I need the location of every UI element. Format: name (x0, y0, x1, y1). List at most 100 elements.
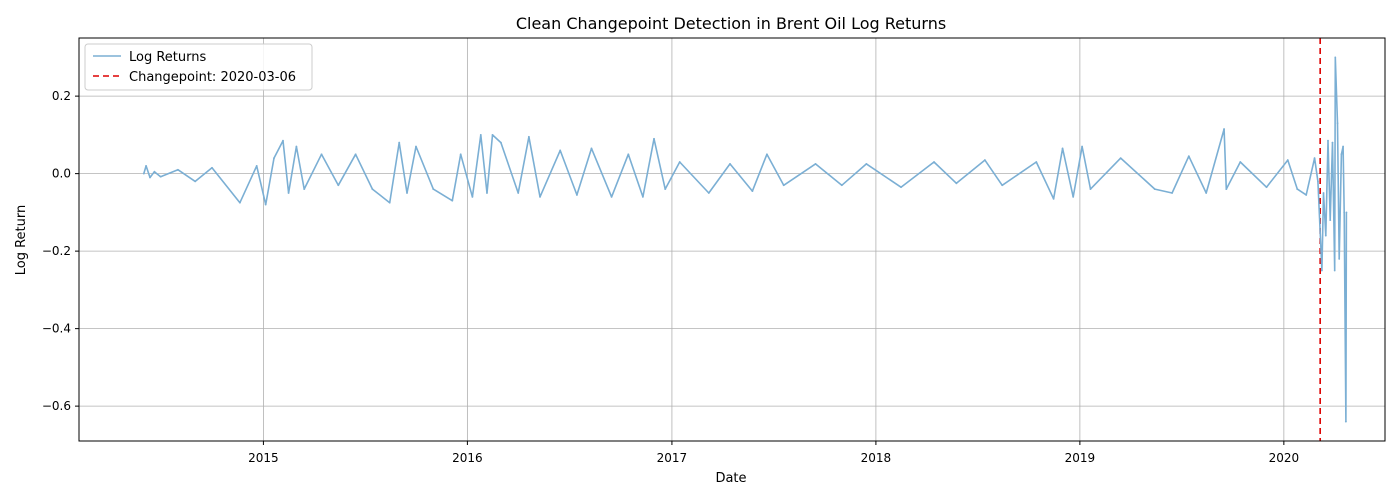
series-line-log-returns (143, 56, 1348, 423)
y-tick-label: 0.2 (52, 89, 71, 103)
data-point (239, 201, 241, 204)
x-axis-label: Date (715, 471, 746, 486)
data-point (559, 149, 562, 152)
data-point (1340, 153, 1343, 156)
data-point (303, 188, 306, 191)
data-point (590, 147, 593, 150)
data-point (337, 184, 340, 187)
data-point (840, 184, 843, 187)
x-tick-label: 2020 (1269, 451, 1300, 465)
data-point (194, 180, 197, 183)
data-point (610, 195, 613, 198)
data-point (1089, 188, 1092, 191)
data-point (1001, 184, 1004, 187)
series-layer (142, 56, 1348, 423)
data-point (1052, 197, 1055, 200)
data-point (264, 203, 267, 206)
data-point (1345, 211, 1348, 214)
data-point (153, 170, 156, 173)
data-point (1336, 122, 1339, 125)
data-point (1317, 180, 1319, 183)
data-point (1338, 257, 1341, 260)
data-point (388, 201, 391, 204)
data-point (142, 172, 145, 175)
data-point (1286, 159, 1289, 161)
data-point (729, 163, 731, 165)
data-point (1343, 211, 1346, 214)
y-tick-label: −0.6 (42, 399, 71, 413)
data-point (479, 133, 482, 136)
data-point (1342, 145, 1344, 148)
data-point (1061, 147, 1064, 150)
data-point (517, 192, 520, 194)
data-point (1171, 192, 1173, 194)
data-point (432, 188, 435, 191)
data-point (664, 188, 667, 191)
data-point (1333, 269, 1336, 272)
data-point (678, 161, 681, 163)
data-point (1225, 188, 1228, 191)
x-tick-label: 2016 (452, 451, 483, 465)
x-tick-label: 2017 (657, 451, 688, 465)
data-point (865, 163, 868, 165)
x-tick-label: 2019 (1065, 451, 1096, 465)
legend-label-log-returns: Log Returns (129, 50, 206, 65)
data-point (500, 141, 502, 144)
y-tick-label: −0.2 (42, 244, 71, 258)
data-point (955, 182, 958, 185)
data-point (527, 135, 530, 138)
data-point (451, 199, 454, 202)
y-tick-label: 0.0 (52, 167, 71, 181)
data-point (1320, 269, 1323, 272)
data-point (295, 145, 298, 148)
data-point (273, 157, 275, 160)
data-point (782, 184, 785, 187)
data-point (1239, 161, 1242, 163)
data-point (1223, 128, 1225, 130)
data-point (1119, 157, 1122, 160)
data-point (707, 192, 710, 194)
data-point (653, 137, 655, 140)
data-point (211, 166, 213, 169)
data-point (1344, 420, 1347, 423)
data-point (1331, 141, 1334, 144)
y-axis-ticks: 0.2 0.0 −0.2 −0.4 −0.6 (42, 89, 79, 413)
data-point (287, 192, 290, 194)
chart-title: Clean Changepoint Detection in Brent Oil… (516, 14, 946, 33)
data-point (406, 192, 408, 194)
legend-label-changepoint: Changepoint: 2020-03-06 (129, 70, 296, 85)
data-point (1322, 192, 1325, 194)
data-point (1329, 219, 1332, 222)
data-point (539, 195, 541, 198)
data-point (1153, 188, 1156, 191)
data-point (159, 175, 162, 178)
data-point (371, 188, 374, 191)
data-point (933, 161, 935, 163)
data-point (145, 164, 147, 167)
data-point (255, 164, 258, 167)
data-point (491, 133, 494, 136)
grid-lines (79, 38, 1385, 441)
data-point (1072, 195, 1075, 198)
plot-area-frame (78, 37, 1386, 442)
data-point (354, 153, 357, 156)
data-point (641, 195, 644, 198)
data-point (1305, 194, 1308, 196)
data-point (983, 159, 986, 161)
data-point (459, 153, 462, 156)
data-point (627, 153, 630, 156)
data-point (1313, 157, 1316, 160)
data-point (149, 176, 151, 179)
x-tick-label: 2018 (861, 451, 892, 465)
data-point (1265, 186, 1268, 189)
data-point (415, 145, 417, 148)
data-point (471, 195, 474, 198)
data-point (1324, 234, 1327, 237)
data-point (576, 194, 578, 196)
data-point (398, 141, 401, 144)
data-point (486, 192, 488, 194)
data-point (320, 153, 323, 156)
data-point (900, 186, 902, 189)
data-point (751, 190, 754, 192)
